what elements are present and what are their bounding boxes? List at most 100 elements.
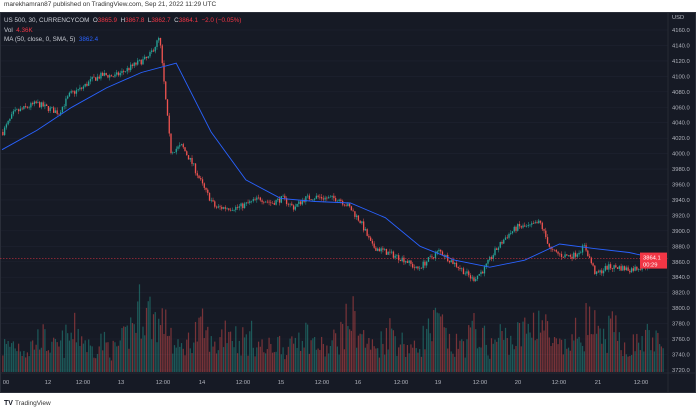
volume-bar	[12, 341, 14, 372]
volume-bar	[336, 346, 338, 372]
candle-body	[270, 202, 272, 204]
volume-bar	[462, 341, 465, 372]
last-price-badge[interactable]	[640, 252, 667, 269]
volume-bar	[368, 337, 370, 372]
candle-body	[194, 163, 197, 174]
candle-body	[471, 277, 473, 279]
candle-body	[406, 261, 409, 263]
volume-bar	[490, 338, 493, 372]
candle-body	[401, 257, 403, 262]
volume-bar	[644, 329, 647, 372]
symbol-name[interactable]: US 500, 30, CURRENCYCOM	[4, 17, 90, 24]
volume-bar	[555, 338, 557, 372]
volume-bar	[550, 346, 552, 372]
volume-bar	[382, 343, 384, 372]
candle-body	[431, 256, 433, 258]
volume-bar	[175, 347, 177, 372]
volume-bar	[245, 334, 247, 372]
volume-bar	[130, 317, 132, 372]
volume-bar	[506, 338, 508, 372]
candle-body	[116, 72, 118, 75]
volume-bar	[478, 346, 480, 372]
candle-body	[24, 106, 27, 107]
candle-body	[461, 268, 463, 270]
volume-bar	[131, 323, 134, 372]
volume-bar	[96, 353, 99, 372]
candle-body	[49, 107, 51, 111]
low-value: 3862.7	[151, 17, 171, 24]
volume-bar	[424, 349, 426, 372]
candle-body	[294, 206, 297, 210]
volume-bar	[412, 347, 414, 372]
volume-bar	[203, 338, 205, 372]
candle-body	[45, 104, 48, 107]
candle-body	[47, 106, 50, 111]
volume-bar	[399, 344, 402, 372]
volume-bar	[398, 347, 400, 372]
volume-bar	[49, 352, 51, 372]
price-tick-label: 3920.0	[672, 213, 690, 219]
volume-bar	[100, 333, 102, 372]
candle-body	[130, 64, 132, 71]
candle-body	[51, 107, 53, 109]
candle-body	[245, 202, 247, 204]
candle-body	[320, 197, 323, 199]
candle-body	[494, 248, 496, 256]
volume-bar	[634, 351, 636, 372]
candle-body	[487, 259, 489, 264]
volume-bar	[366, 343, 368, 372]
volume-bar	[574, 317, 577, 372]
volume-bar	[524, 317, 526, 372]
volume-bar	[208, 351, 211, 372]
candle-body	[236, 207, 239, 208]
volume-bar	[98, 346, 100, 372]
volume-bar	[142, 326, 144, 372]
candle-body	[257, 197, 260, 199]
tradingview-logo[interactable]: TV TradingView	[4, 400, 51, 407]
candle-body	[152, 50, 155, 52]
candle-body	[327, 197, 330, 199]
candle-body	[193, 163, 195, 165]
candle-body	[555, 249, 557, 252]
candle-body	[641, 267, 643, 270]
ma-label[interactable]: MA (50, close, 0, SMA, 5)	[4, 36, 76, 43]
volume-label[interactable]: Vol	[4, 26, 13, 34]
volume-bar	[289, 338, 291, 372]
volume-bar	[599, 328, 601, 372]
candle-body	[161, 45, 163, 64]
price-tick-label: 3880.0	[672, 244, 690, 250]
volume-bar	[443, 327, 445, 372]
candle-body	[5, 124, 8, 128]
candle-body	[403, 257, 405, 263]
candle-body	[636, 266, 638, 270]
volume-bar	[54, 338, 57, 372]
candle-body	[28, 107, 30, 109]
candle-body	[553, 249, 556, 251]
candle-body	[531, 223, 533, 225]
currency-label[interactable]: USD	[672, 15, 684, 21]
candle-body	[354, 211, 356, 217]
volume-bar	[331, 340, 333, 372]
volume-bar	[319, 350, 321, 372]
candle-body	[536, 222, 538, 224]
volume-bar	[475, 329, 477, 372]
volume-bar	[459, 340, 461, 372]
volume-bar	[536, 338, 538, 372]
volume-bar	[630, 354, 633, 372]
volume-bar	[371, 339, 374, 372]
volume-bar	[503, 339, 505, 372]
candle-body	[215, 206, 218, 208]
volume-bar	[662, 348, 664, 372]
volume-bar	[240, 355, 242, 372]
volume-bar	[74, 312, 76, 372]
volume-bar	[559, 338, 561, 372]
candle-body	[333, 195, 335, 199]
candle-body	[322, 198, 325, 200]
published-by-text: marekhamran87 published on TradingView.c…	[4, 1, 217, 8]
candle-body	[238, 206, 240, 208]
candle-body	[317, 195, 319, 197]
candle-body	[473, 277, 475, 282]
candle-body	[630, 268, 633, 273]
volume-bar	[287, 346, 289, 372]
